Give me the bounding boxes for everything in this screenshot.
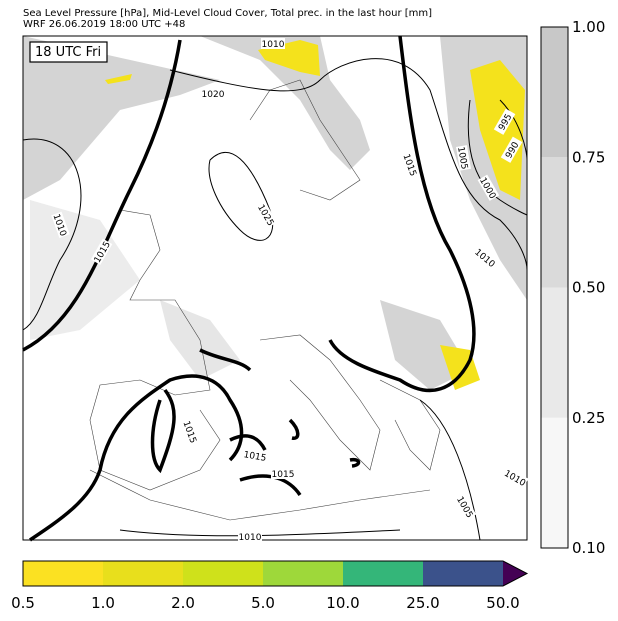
precip-legend-swatch <box>23 561 103 586</box>
isobar-label-bg <box>493 108 516 135</box>
header-subtitle: WRF 26.06.2019 18:00 UTC +48 <box>23 19 185 30</box>
isobar-label-bg <box>90 238 113 265</box>
isobar-label-bg <box>51 211 70 238</box>
isobar-label-bg <box>472 245 499 270</box>
precip-legend-swatch <box>103 561 183 586</box>
precip-legend-swatch <box>263 561 343 586</box>
coastlines <box>89 79 441 521</box>
precip-legend-tick: 50.0 <box>486 594 519 612</box>
isobar-label-bg <box>477 174 500 201</box>
isobar-label: 1015 <box>272 470 295 480</box>
isobar-label-bg <box>271 468 295 479</box>
isobar-label-bg <box>502 466 529 489</box>
isobar-label-bg <box>454 493 477 520</box>
cloud-legend-tick: 0.25 <box>572 409 605 427</box>
isobar-label-bg <box>255 201 278 228</box>
isobar-label-bg <box>261 38 285 49</box>
isobar-label: 1015 <box>243 450 267 464</box>
cloud-legend-tick: 0.50 <box>572 279 605 297</box>
time-label-box <box>29 41 108 63</box>
map-frame <box>22 35 528 541</box>
header-title: Sea Level Pressure [hPa], Mid-Level Clou… <box>23 8 432 19</box>
precip-legend-tick: 5.0 <box>251 594 275 612</box>
map: 18 UTC Fri <box>22 35 528 542</box>
isobar-label-bg <box>181 418 200 445</box>
precip-legend-swatch <box>343 561 423 586</box>
isobar-label-bg <box>238 531 262 542</box>
isobar-label-bg <box>500 136 523 163</box>
cloud-legend-tick: 1.00 <box>572 18 605 36</box>
isobar-label: 1010 <box>262 40 285 50</box>
cloud-legend-tick: 0.75 <box>572 148 605 166</box>
cloud-legend-swatch <box>541 157 568 288</box>
isobar-label: 1020 <box>202 90 225 100</box>
precip-legend-tick: 1.0 <box>91 594 115 612</box>
precip-legend-extend <box>503 561 527 586</box>
cloud-legend-swatch <box>541 27 568 158</box>
precip-legend-tick: 10.0 <box>326 594 359 612</box>
cloud-legend-swatch <box>541 287 568 418</box>
isobar-label-bg <box>455 145 471 171</box>
isobar-label: 1005 <box>455 146 469 170</box>
cloud-legend-frame <box>540 26 569 549</box>
precip-legend-swatch <box>423 561 503 586</box>
precip-legend-tick: 0.5 <box>11 594 35 612</box>
cloud-legend-swatch <box>541 417 568 548</box>
precip-legend-frame <box>22 560 529 587</box>
cloud-legend-tick: 0.10 <box>572 539 605 557</box>
time-label: 18 UTC Fri <box>35 45 101 60</box>
isobar-label-bg <box>242 448 268 464</box>
precip-legend-swatch <box>183 561 263 586</box>
precip-legend-tick: 2.0 <box>171 594 195 612</box>
precip-legend-tick: 25.0 <box>406 594 439 612</box>
isobar-label: 1010 <box>239 533 262 543</box>
isobar-label-bg <box>401 151 420 178</box>
isobar-label-bg <box>201 88 225 99</box>
